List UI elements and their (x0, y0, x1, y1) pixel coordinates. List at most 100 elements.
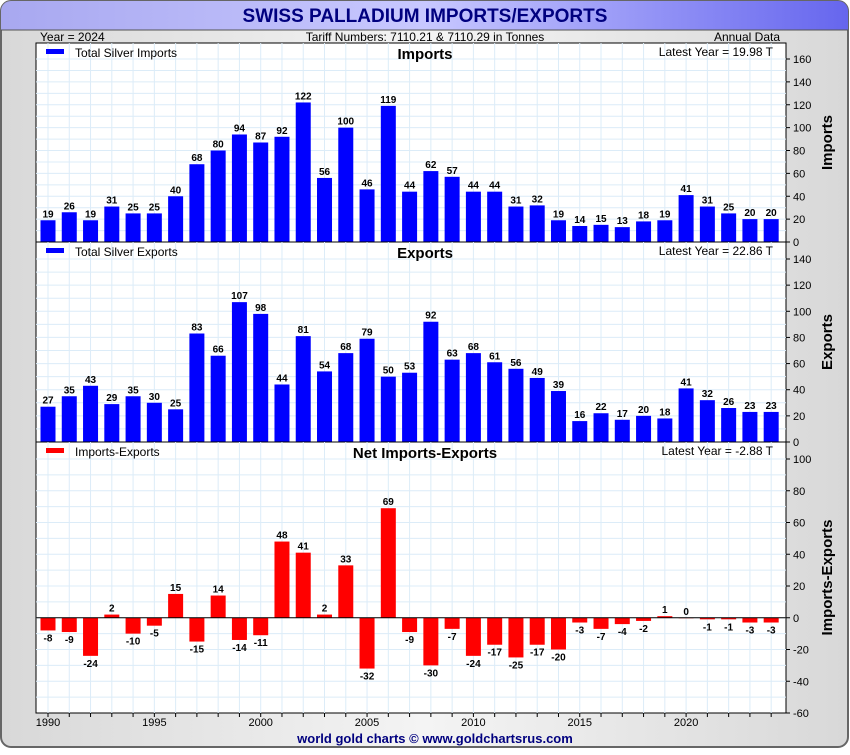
bar-2010 (465, 617, 481, 656)
data-label: 15 (170, 583, 182, 594)
legend-swatch (46, 49, 64, 54)
bar-2009 (444, 617, 460, 629)
data-label: -1 (703, 622, 712, 633)
bar-2010 (465, 191, 481, 242)
x-tick-label: 1995 (142, 717, 166, 729)
data-label: 30 (149, 392, 161, 403)
data-label: 20 (744, 208, 756, 219)
data-label: 50 (383, 366, 395, 377)
bar-2013 (529, 617, 545, 645)
y-tick-label: 0 (793, 237, 799, 249)
bar-1997 (189, 617, 205, 642)
panel-title: Imports (397, 46, 452, 63)
bar-1994 (125, 213, 141, 242)
data-label: 25 (723, 202, 735, 213)
chart-title: SWISS PALLADIUM IMPORTS/EXPORTS (243, 6, 608, 27)
data-label: -14 (232, 643, 247, 654)
data-label: 0 (683, 607, 689, 618)
data-label: 35 (64, 385, 76, 396)
data-label: -1 (724, 622, 733, 633)
bar-2016 (593, 413, 609, 442)
data-label: -9 (65, 635, 74, 646)
data-label: -3 (745, 626, 754, 637)
data-label: 68 (340, 342, 352, 353)
data-label: -24 (83, 659, 98, 670)
bar-2007 (402, 372, 418, 442)
data-label: 44 (468, 181, 480, 192)
title-bar (1, 1, 848, 30)
data-label: 44 (404, 181, 416, 192)
bar-1995 (146, 213, 162, 242)
data-label: 19 (659, 209, 671, 220)
bar-2004 (338, 127, 354, 242)
bar-1998 (210, 595, 226, 618)
data-label: -17 (530, 648, 545, 659)
bar-2009 (444, 176, 460, 242)
data-label: 25 (149, 202, 161, 213)
data-label: 18 (638, 210, 650, 221)
y-tick-label: 80 (793, 332, 805, 344)
data-label: 31 (106, 196, 118, 207)
x-tick-label: 2020 (674, 717, 698, 729)
bar-2023 (742, 219, 758, 242)
latest-value: Latest Year = -2.88 T (661, 444, 773, 458)
data-label: 26 (64, 201, 76, 212)
x-tick-label: 2010 (461, 717, 485, 729)
bar-2017 (614, 617, 630, 625)
bar-2023 (742, 617, 758, 623)
data-label: 66 (213, 345, 225, 356)
legend-label: Imports-Exports (75, 445, 160, 459)
data-label: -15 (190, 645, 205, 656)
bar-1992 (83, 617, 99, 656)
data-label: 35 (128, 385, 140, 396)
data-label: 119 (380, 95, 397, 106)
footer-credit: world gold charts © www.goldchartsrus.co… (296, 731, 573, 746)
bar-1991 (61, 212, 77, 242)
bar-2005 (359, 338, 375, 442)
data-label: 32 (702, 389, 714, 400)
bar-2022 (721, 213, 737, 242)
bar-1992 (83, 385, 99, 442)
bar-2024 (763, 219, 779, 242)
panel-0: 0 20 40 60 80 100 120 140 160 19 26 19 31 25 25 40 68 80 9… (35, 42, 836, 249)
data-label: 26 (723, 397, 735, 408)
data-label: 25 (128, 202, 140, 213)
y-tick-label: 40 (793, 191, 805, 203)
y-tick-label: 140 (793, 77, 811, 89)
bar-1997 (189, 333, 205, 442)
y-tick-label: 140 (793, 254, 811, 266)
data-label: 46 (361, 178, 373, 189)
bar-2009 (444, 359, 460, 442)
bar-1990 (40, 220, 56, 242)
bar-2015 (572, 225, 588, 242)
bar-2012 (508, 617, 524, 658)
bar-2003 (317, 371, 333, 442)
latest-value: Latest Year = 19.98 T (659, 45, 774, 59)
bar-2020 (678, 195, 694, 242)
data-label: -11 (254, 638, 268, 649)
bar-2017 (614, 419, 630, 442)
bar-1999 (231, 302, 247, 442)
bar-2022 (721, 617, 737, 620)
bar-1993 (104, 206, 120, 242)
y-tick-label: 20 (793, 214, 805, 226)
bar-2007 (402, 191, 418, 242)
bar-2012 (508, 206, 524, 242)
data-label: -2 (639, 624, 648, 635)
data-label: 68 (191, 153, 203, 164)
data-label: 122 (295, 91, 312, 102)
bar-2013 (529, 205, 545, 242)
data-label: 83 (191, 323, 203, 334)
bar-2019 (657, 616, 673, 618)
bar-2016 (593, 224, 609, 242)
data-label: 94 (234, 123, 246, 134)
bar-2006 (380, 376, 396, 442)
data-label: 29 (106, 393, 118, 404)
bar-2006 (380, 105, 396, 242)
y-axis-label: Exports (819, 314, 836, 370)
bar-2012 (508, 368, 524, 442)
legend-swatch (46, 448, 64, 453)
data-label: 41 (298, 542, 310, 553)
bar-2018 (636, 617, 652, 621)
data-label: 14 (574, 215, 586, 226)
